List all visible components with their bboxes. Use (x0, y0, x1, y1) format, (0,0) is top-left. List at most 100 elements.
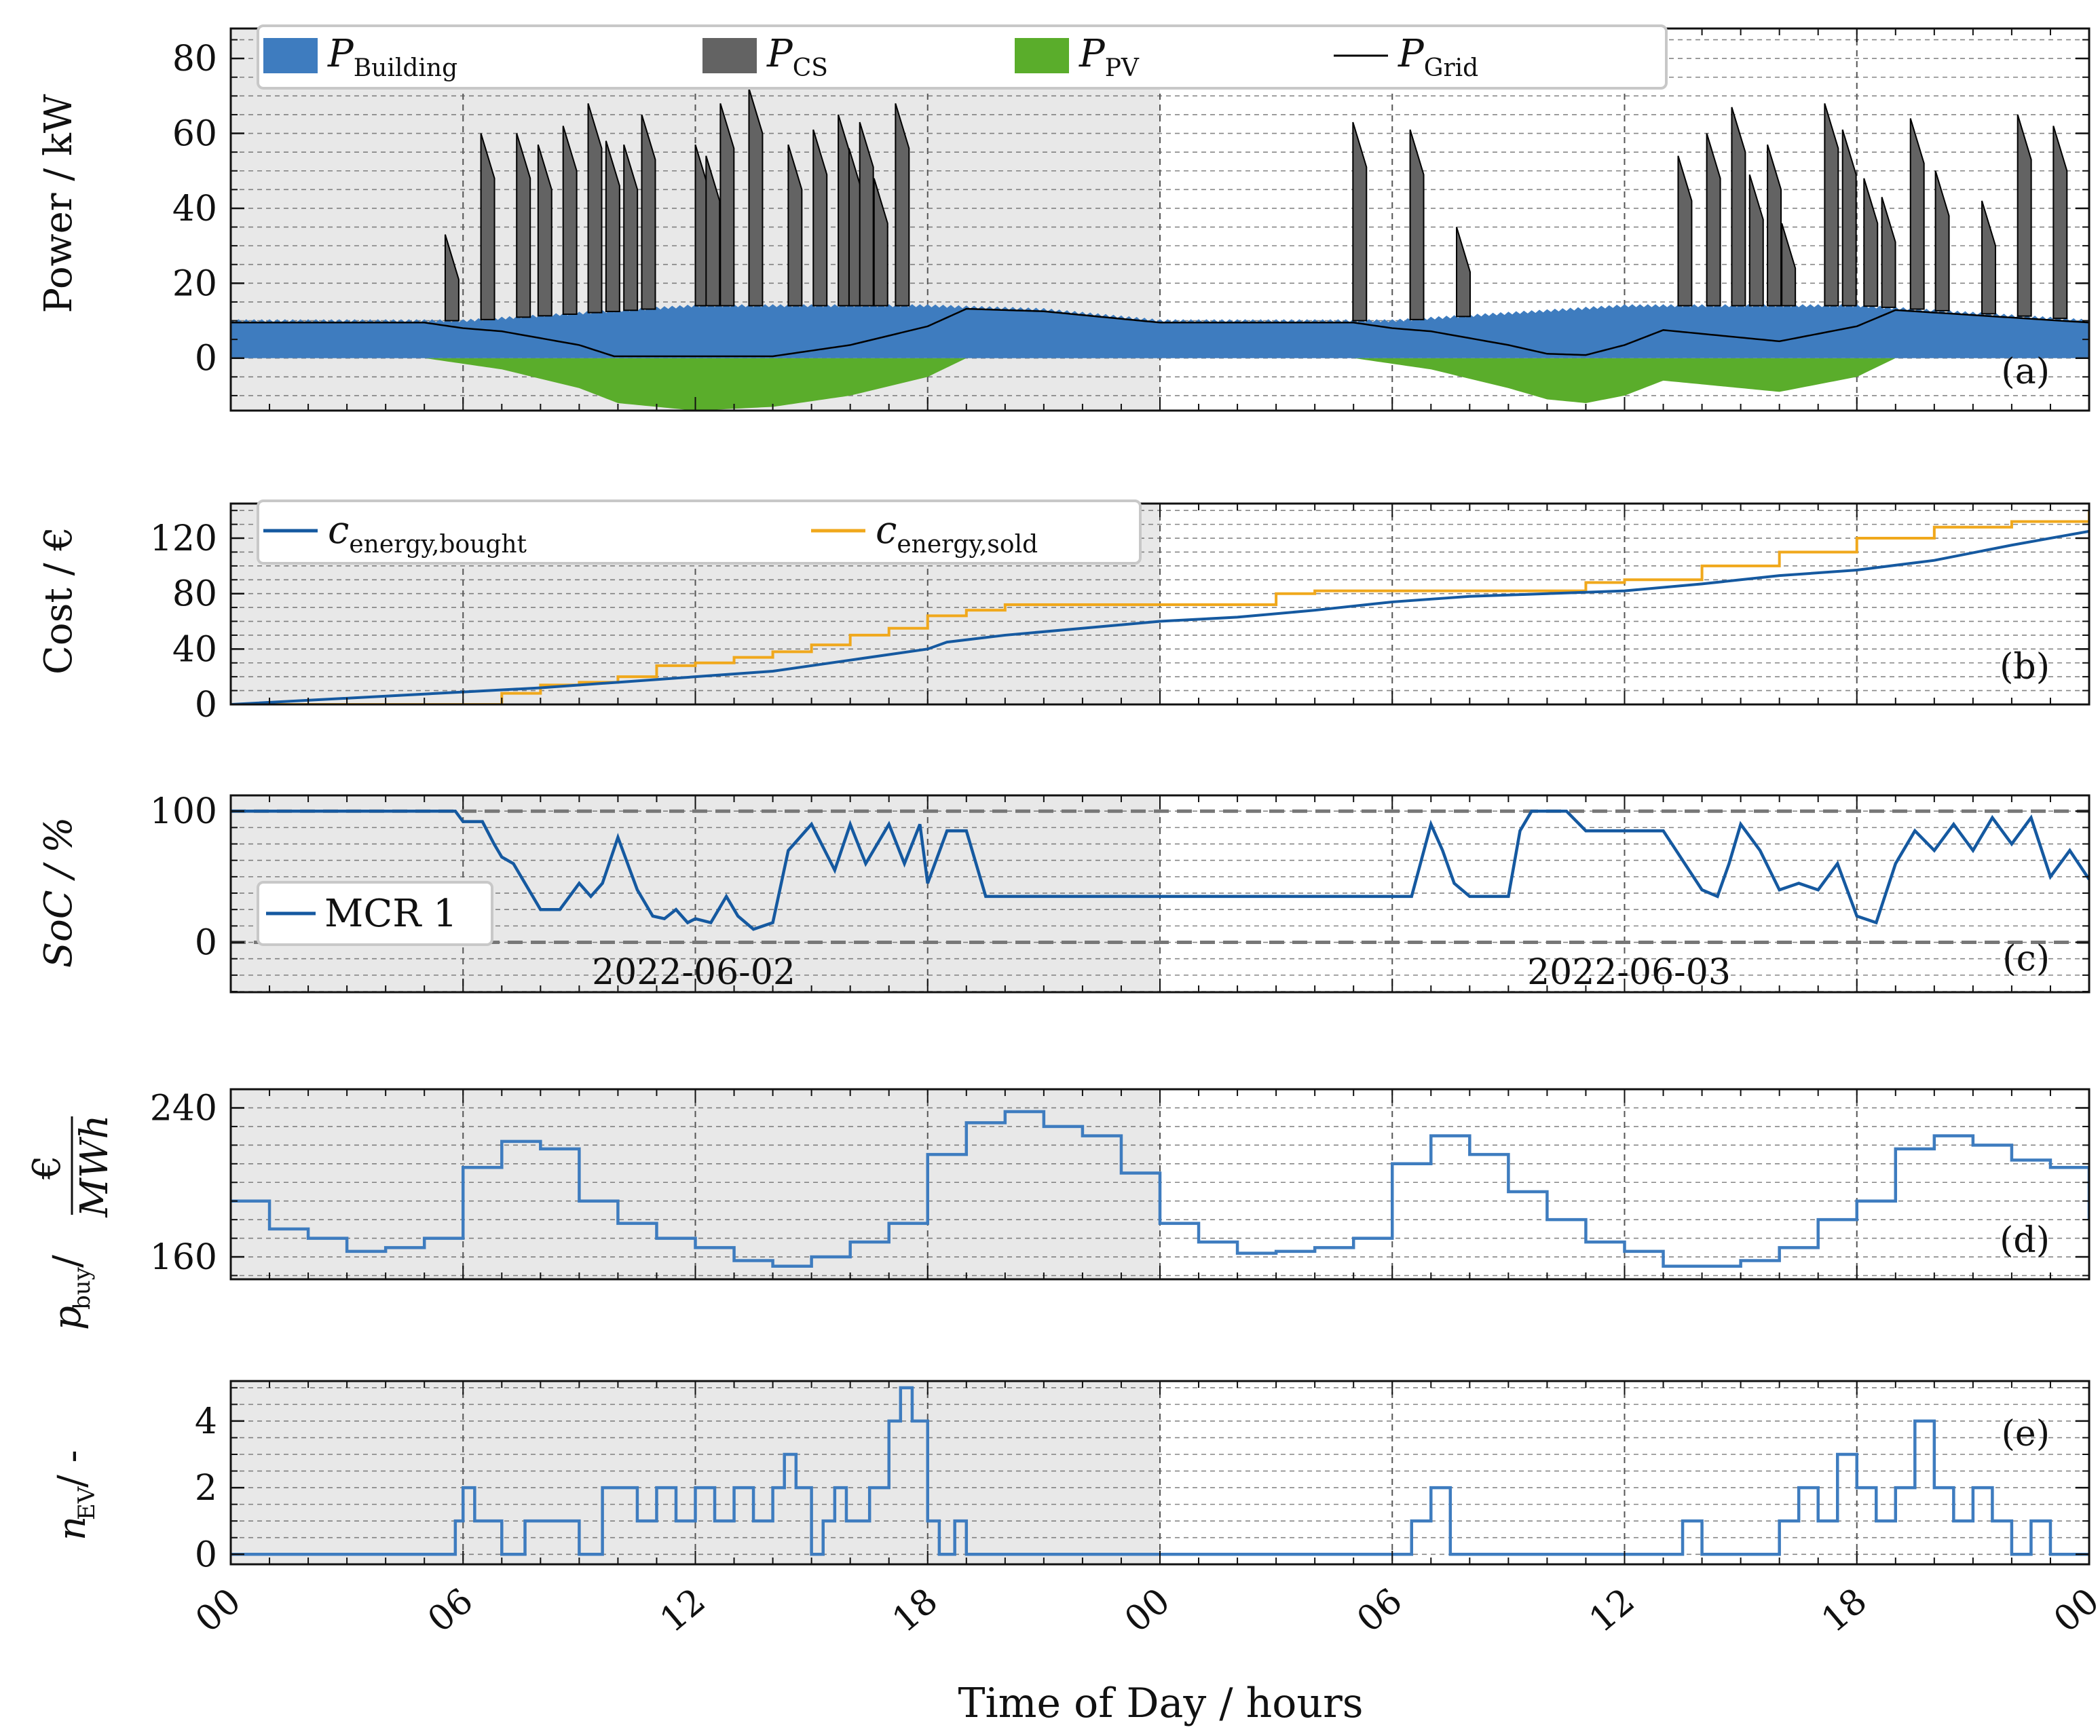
cs-peak (587, 103, 603, 314)
cs-peak (1748, 174, 1764, 307)
y-tick-label: 0 (195, 339, 217, 379)
x-tick-label: 06 (1349, 1581, 1410, 1640)
cs-peak (1824, 103, 1839, 307)
y-tick-label: 100 (150, 791, 217, 832)
panel-a-ylabel: Power / kW (37, 94, 81, 313)
cs-peak (1706, 133, 1721, 307)
cs-peak (812, 129, 828, 307)
panel-d-ylabel-tail: / (45, 1255, 90, 1268)
cs-peak (1731, 107, 1746, 307)
y-tick-label: 80 (172, 39, 217, 79)
cs-peak (719, 103, 735, 307)
panel-d-price: 160 240 p buy / € MWh (d) (25, 1088, 2090, 1330)
panel-c-ylabel: SoC / % (37, 817, 81, 968)
x-tick-label: 00 (188, 1581, 248, 1640)
cs-peak (1352, 121, 1368, 322)
cs-peak (1981, 200, 1996, 315)
x-tick-label: 12 (1582, 1581, 1643, 1640)
date-label-day1: 2022-06-02 (592, 952, 795, 993)
cs-peak (537, 144, 552, 317)
panel-d-frac-den: MWh (73, 1115, 117, 1218)
legend-a-entry: PCS (766, 32, 828, 82)
cs-peak (480, 133, 495, 320)
cs-peak (873, 178, 888, 307)
cs-peak (562, 126, 578, 316)
y-tick-label: 80 (172, 574, 217, 615)
panel-d-ylabel-sub: buy (69, 1266, 96, 1310)
legend-c (257, 881, 493, 946)
cost-sold-line (231, 510, 2089, 704)
panel-d-inner (231, 1089, 2089, 1279)
panel-e-ylabel-sub: EV (73, 1486, 100, 1520)
cs-peak (1841, 129, 1857, 307)
y-tick-label: 60 (172, 114, 217, 155)
cs-peak (1909, 118, 1925, 310)
x-tick-label: 00 (1117, 1581, 1178, 1640)
y-tick-label: 0 (195, 923, 217, 964)
cs-peak (1881, 197, 1896, 308)
date-label-day2: 2022-06-03 (1527, 952, 1731, 993)
panel-d-ylabel: p buy / € MWh (25, 1115, 117, 1330)
cs-peak (516, 133, 531, 318)
y-tick-label: 40 (172, 629, 217, 670)
x-tick-label: 18 (1814, 1581, 1875, 1640)
pbuy-line (231, 1110, 2089, 1268)
cs-peak (1677, 155, 1693, 307)
panel-c-inner (231, 795, 2089, 992)
y-tick-label: 240 (150, 1088, 217, 1129)
cs-peak (2052, 126, 2068, 320)
y-tick-label: 120 (150, 518, 217, 559)
cs-peak (605, 140, 620, 312)
legend-a-entry: PPV (1079, 32, 1140, 82)
x-axis-label: Time of Day / hours (958, 1680, 1363, 1727)
y-tick-label: 160 (150, 1237, 217, 1278)
x-tick-label: 18 (885, 1581, 945, 1640)
panel-a-plot-area: 0 20 40 60 80 (172, 27, 2090, 412)
panel-a-power: 0 20 40 60 80 Power / kW (a) PBuilding PCS PPV… (37, 24, 2090, 412)
panel-e-label: (e) (2002, 1414, 2050, 1454)
cs-peak (444, 234, 460, 322)
cs-peak (1781, 223, 1797, 307)
y-tick-label: 0 (195, 685, 217, 725)
cs-peak (787, 144, 803, 307)
x-axis: 00 06 12 18 00 06 12 18 00 (188, 1581, 2100, 1640)
panel-c-label: (c) (2002, 939, 2050, 979)
y-tick-label: 40 (172, 189, 217, 229)
soc-line (231, 809, 2089, 931)
legend-b-entry: cenergy,sold (876, 508, 1038, 559)
cost-bought-line (231, 529, 2089, 704)
y-tick-label: 2 (195, 1468, 217, 1509)
x-tick-label: 12 (653, 1581, 713, 1640)
legend-a-entry: PGrid (1398, 32, 1478, 82)
panel-c-soc: 0 100 SoC / % (c) 2022-06-02 2022-06-03 M… (37, 791, 2090, 994)
nev-line (231, 1386, 2089, 1556)
legend-a-swatch (1015, 38, 1069, 73)
panel-b-ylabel: Cost / € (37, 527, 81, 675)
panel-d-frac-num: € (25, 1155, 69, 1180)
y-tick-label: 0 (195, 1534, 217, 1575)
cs-peak (1409, 129, 1425, 320)
y-tick-label: 20 (172, 263, 217, 304)
legend-b-entry: cenergy,bought (328, 508, 527, 559)
cs-peak (895, 103, 910, 307)
panel-a-label: (a) (2001, 352, 2050, 392)
panel-e-ylabel: n EV / - (50, 1450, 100, 1541)
cs-peak (2088, 189, 2089, 322)
cs-peak (1767, 144, 1782, 307)
panel-d-label: (d) (2000, 1220, 2050, 1261)
legend-c-entry: MCR 1 (324, 892, 457, 936)
cs-peak (859, 121, 874, 307)
legend-a-swatch (263, 38, 318, 73)
legend-a-entry: PBuilding (327, 32, 457, 82)
panel-d-plot-area: 160 240 (150, 1088, 2090, 1281)
cs-peak (2017, 114, 2032, 317)
cs-peak (641, 114, 656, 310)
panel-d-ylabel-base: p (45, 1306, 90, 1330)
panel-e-inner (231, 1381, 2089, 1564)
cs-peak (623, 144, 639, 312)
panel-e-nev: 0 2 4 n EV / - (e) (50, 1380, 2090, 1575)
panel-e-ylabel-tail: / - (50, 1450, 94, 1488)
x-tick-label: 00 (2046, 1581, 2100, 1640)
cs-peak (1934, 170, 1950, 312)
